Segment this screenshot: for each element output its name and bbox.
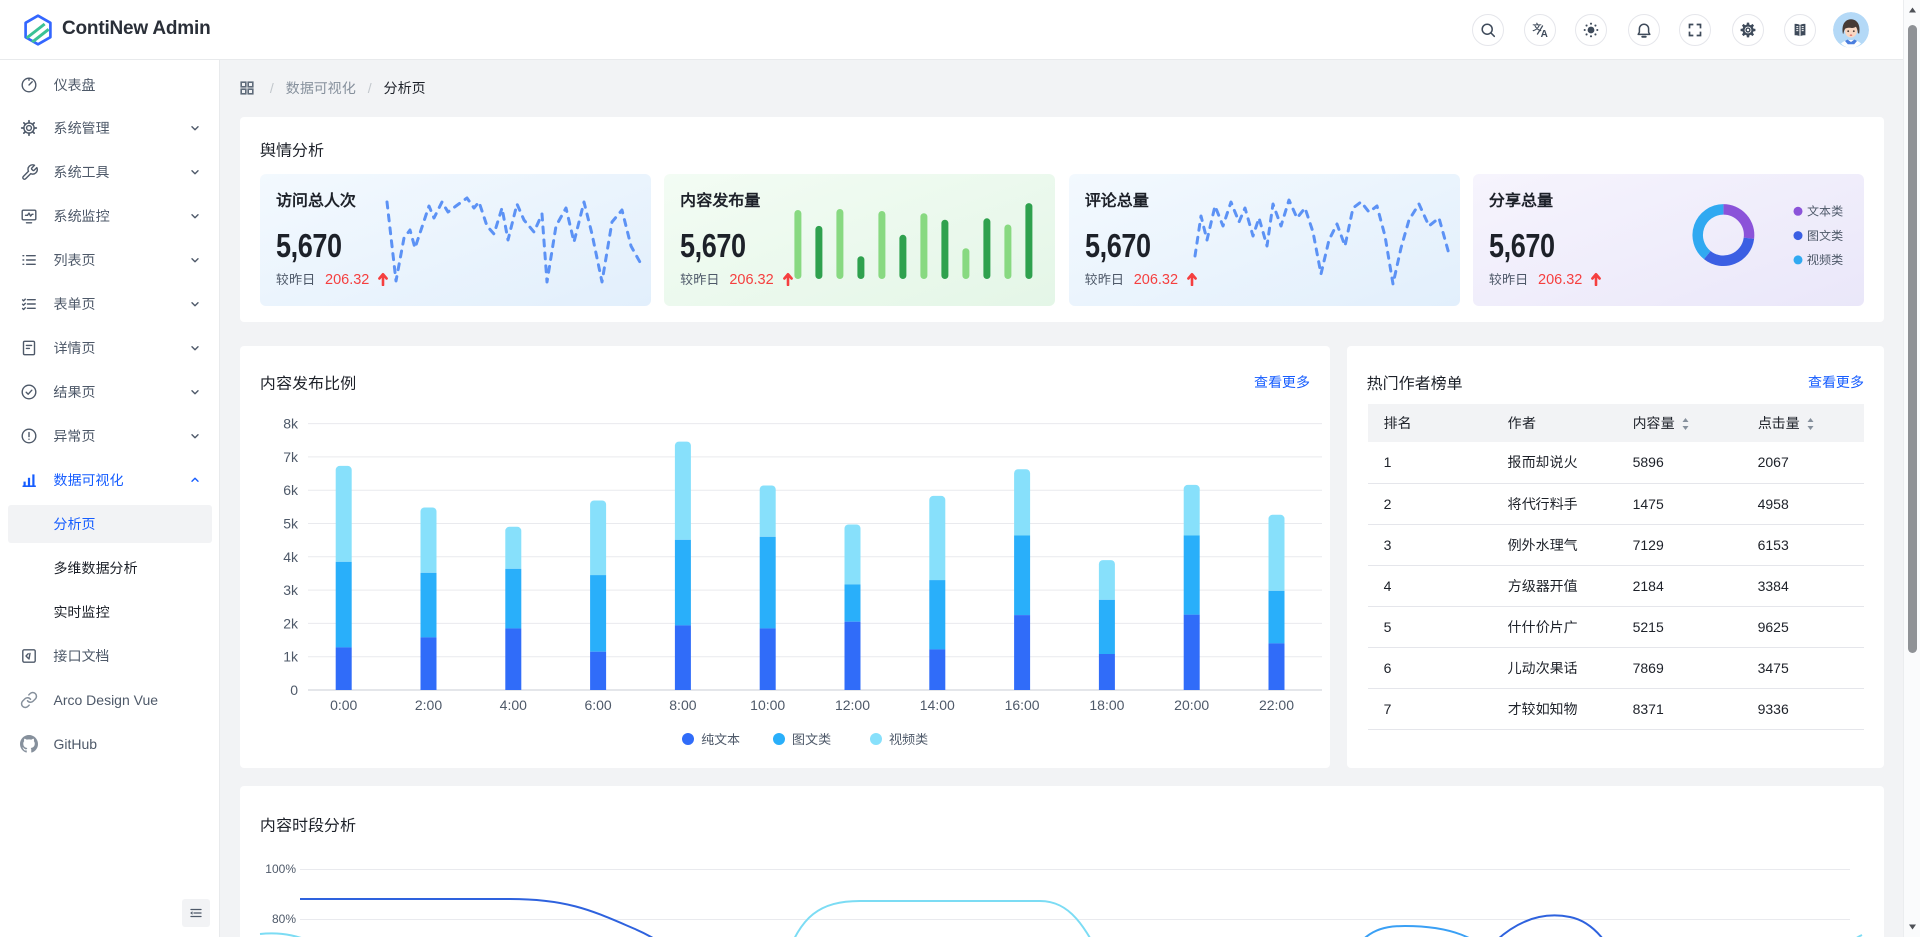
svg-text:7k: 7k bbox=[283, 449, 299, 465]
svg-text:12:00: 12:00 bbox=[835, 697, 870, 713]
svg-text:16:00: 16:00 bbox=[1005, 697, 1040, 713]
svg-text:14:00: 14:00 bbox=[920, 697, 955, 713]
svg-text:纯文本: 纯文本 bbox=[701, 732, 740, 747]
svg-text:6k: 6k bbox=[283, 482, 299, 498]
svg-text:视频类: 视频类 bbox=[1807, 253, 1843, 267]
svg-text:6:00: 6:00 bbox=[584, 697, 611, 713]
svg-text:8k: 8k bbox=[283, 416, 299, 432]
svg-text:文: 文 bbox=[1532, 22, 1542, 34]
svg-text:文本类: 文本类 bbox=[1807, 204, 1843, 218]
svg-text:10:00: 10:00 bbox=[750, 697, 785, 713]
svg-text:18:00: 18:00 bbox=[1089, 697, 1124, 713]
svg-text:1k: 1k bbox=[283, 649, 299, 665]
svg-text:3k: 3k bbox=[283, 582, 299, 598]
svg-text:8:00: 8:00 bbox=[669, 697, 696, 713]
svg-text:A: A bbox=[1540, 29, 1547, 38]
svg-text:0:00: 0:00 bbox=[330, 697, 357, 713]
svg-text:4k: 4k bbox=[283, 549, 299, 565]
svg-text:图文类: 图文类 bbox=[792, 732, 831, 747]
svg-text:图文类: 图文类 bbox=[1807, 228, 1843, 242]
svg-text:4:00: 4:00 bbox=[500, 697, 527, 713]
svg-text:2k: 2k bbox=[283, 615, 299, 631]
svg-text:2:00: 2:00 bbox=[415, 697, 442, 713]
svg-text:视频类: 视频类 bbox=[889, 732, 928, 747]
svg-text:22:00: 22:00 bbox=[1259, 697, 1294, 713]
svg-text:5k: 5k bbox=[283, 516, 299, 532]
svg-text:20:00: 20:00 bbox=[1174, 697, 1209, 713]
svg-text:0: 0 bbox=[290, 682, 298, 698]
